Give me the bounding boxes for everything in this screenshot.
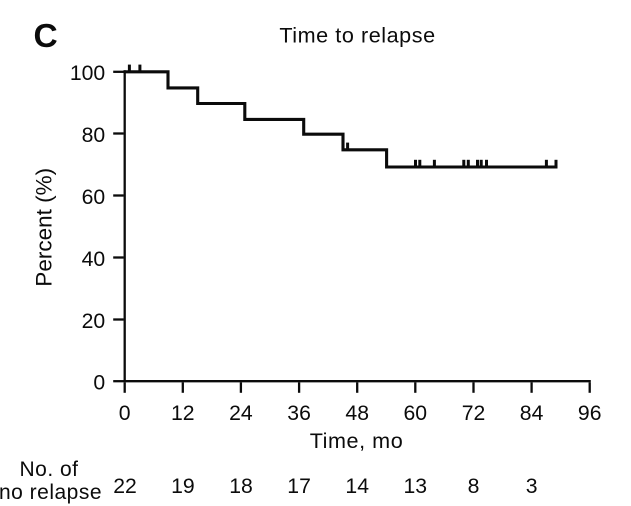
svg-text:12: 12 — [171, 402, 195, 425]
svg-text:3: 3 — [526, 475, 538, 498]
svg-text:24: 24 — [229, 402, 253, 425]
svg-text:no relapse: no relapse — [0, 481, 102, 504]
svg-text:17: 17 — [287, 475, 311, 498]
svg-text:0: 0 — [119, 402, 131, 425]
svg-text:80: 80 — [82, 124, 106, 147]
svg-text:13: 13 — [404, 475, 428, 498]
svg-text:60: 60 — [404, 402, 428, 425]
svg-text:36: 36 — [287, 402, 311, 425]
svg-text:14: 14 — [345, 475, 369, 498]
svg-text:20: 20 — [82, 310, 106, 333]
svg-text:Percent (%): Percent (%) — [32, 168, 57, 287]
svg-text:84: 84 — [520, 402, 544, 425]
svg-text:40: 40 — [82, 248, 106, 271]
svg-text:19: 19 — [171, 475, 195, 498]
svg-text:8: 8 — [468, 475, 480, 498]
svg-text:22: 22 — [113, 475, 137, 498]
svg-text:Time, mo: Time, mo — [310, 428, 404, 453]
svg-text:100: 100 — [70, 62, 105, 85]
svg-text:C: C — [34, 18, 58, 55]
svg-text:48: 48 — [345, 402, 369, 425]
svg-text:No. of: No. of — [19, 458, 78, 481]
svg-text:96: 96 — [578, 402, 602, 425]
svg-text:60: 60 — [82, 186, 106, 209]
svg-text:0: 0 — [93, 372, 105, 395]
svg-text:Time to relapse: Time to relapse — [279, 22, 435, 47]
svg-text:18: 18 — [229, 475, 253, 498]
svg-text:72: 72 — [462, 402, 486, 425]
